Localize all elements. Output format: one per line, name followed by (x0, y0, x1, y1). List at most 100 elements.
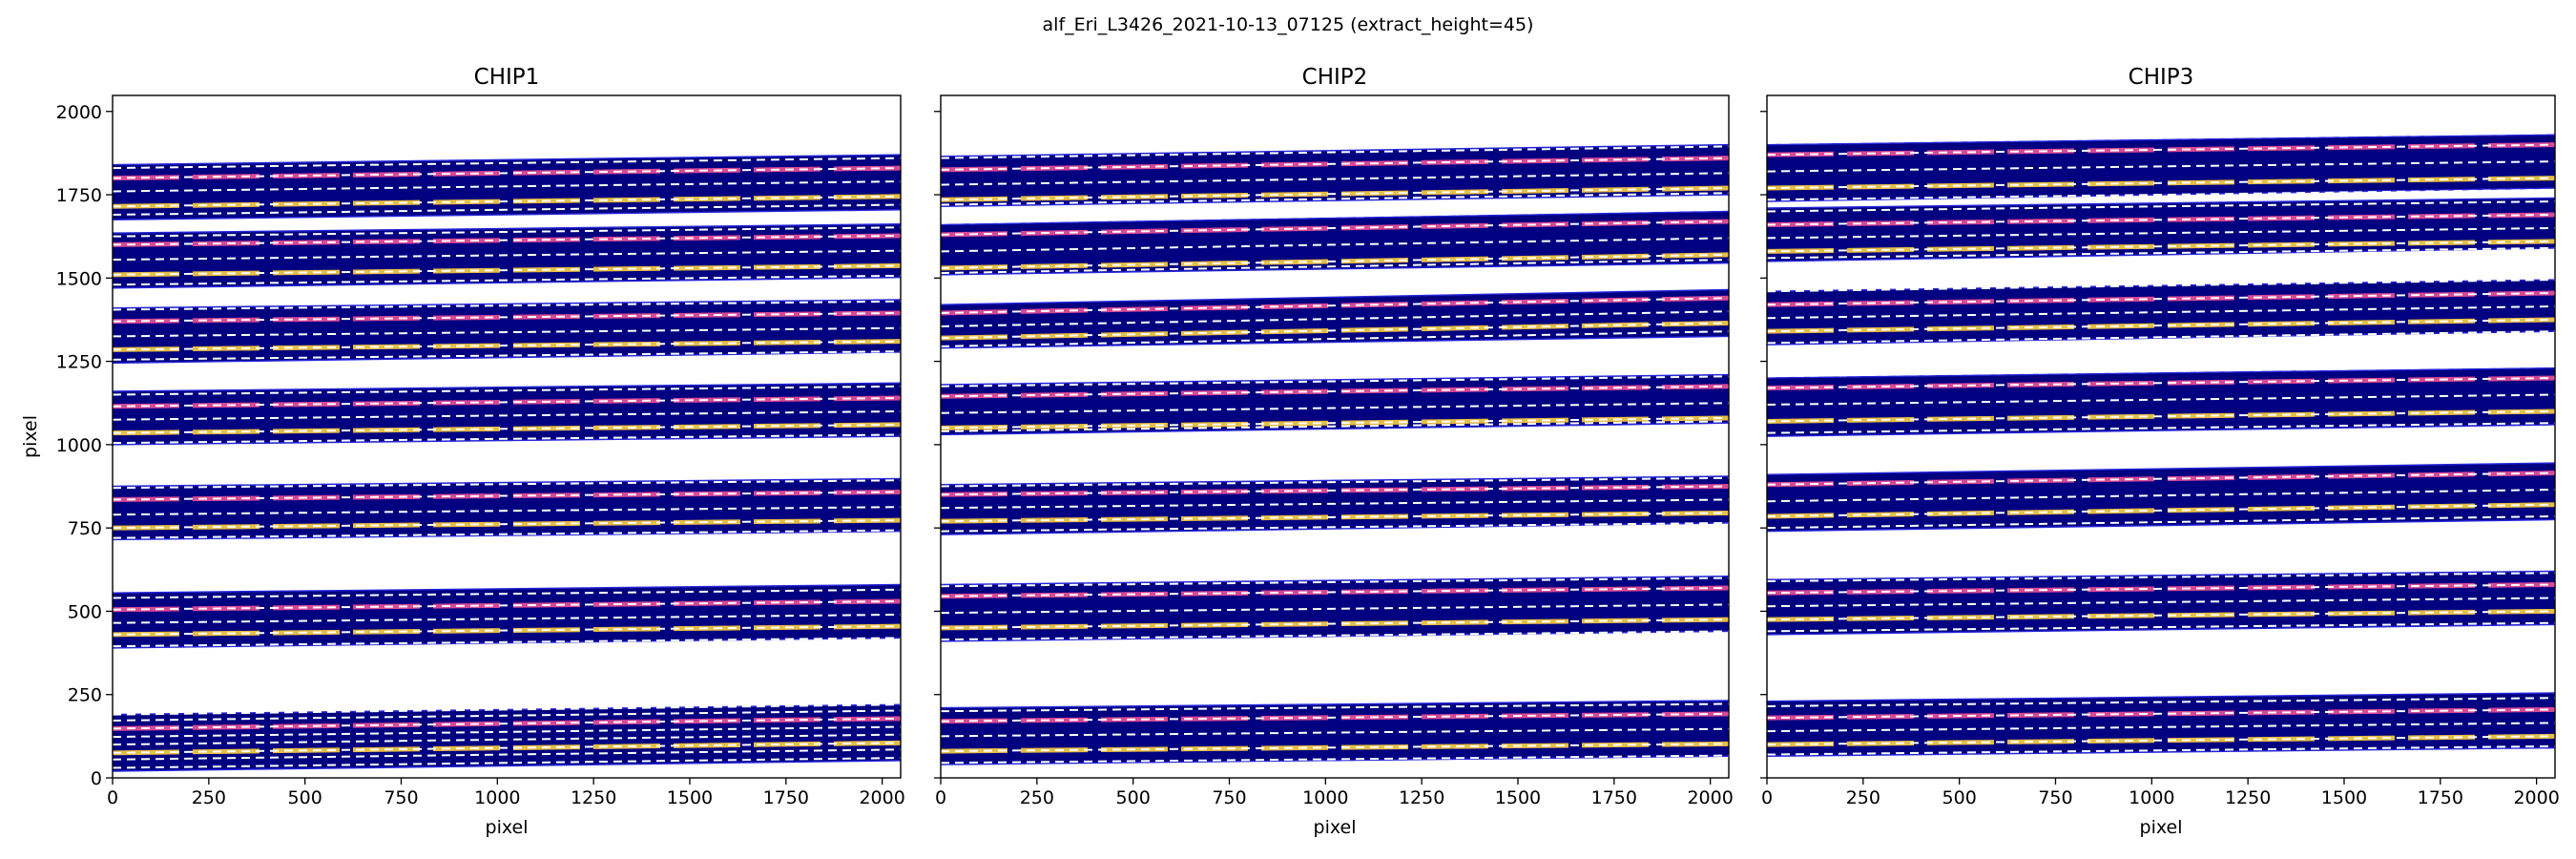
x-tick-label: 0 (107, 787, 118, 808)
extraction-guide-line (113, 529, 901, 539)
chip-panel-1: CHIP1 0 250 500 750 1000 1250 1500 1750 2000 pixel… (20, 65, 905, 838)
extraction-guide-line (113, 519, 901, 530)
order-lower-edge (941, 335, 1729, 349)
extraction-guide-line (941, 576, 1729, 588)
extraction-guide-line (1767, 583, 2555, 595)
x-tick-label: 1250 (2225, 787, 2271, 808)
extraction-guide-line (941, 220, 1729, 236)
extraction-guide-line (941, 322, 1729, 340)
extraction-guide-line (113, 742, 901, 754)
order-3 (1767, 458, 2555, 533)
x-axis-label: pixel (486, 817, 529, 838)
x-tick-label: 0 (1761, 787, 1773, 808)
plot-area (113, 154, 901, 772)
extraction-guide-line (113, 433, 901, 445)
extraction-guide-line (941, 618, 1729, 629)
x-tick-label: 1750 (2418, 787, 2463, 808)
order-6 (941, 208, 1729, 276)
extraction-guide-line (113, 340, 901, 351)
x-tick-label: 1000 (2129, 787, 2174, 808)
order-lower-edge (113, 276, 901, 289)
order-band (113, 383, 901, 445)
extraction-guide-line (113, 748, 901, 761)
extraction-guide-line (1767, 722, 2555, 733)
order-5 (1767, 279, 2555, 346)
extraction-guide-line (941, 420, 1729, 432)
x-tick-label: 500 (1116, 787, 1151, 808)
extraction-guide-line (941, 259, 1729, 275)
x-tick-label: 2000 (1687, 787, 1733, 808)
extraction-guide-line (113, 397, 901, 408)
order-upper-edge (113, 223, 901, 234)
extraction-guide-line (1767, 422, 2555, 434)
panel-title: CHIP3 (2129, 65, 2194, 90)
extraction-guide-line (1767, 279, 2555, 293)
order-lower-edge (1767, 518, 2555, 533)
extraction-guide-line (941, 375, 1729, 388)
panel-title: CHIP1 (474, 65, 540, 90)
y-tick-label: 250 (68, 685, 102, 706)
x-tick-label: 1500 (1495, 787, 1541, 808)
extraction-guide-line (1767, 365, 2555, 378)
extraction-guide-line (1767, 708, 2555, 720)
extraction-guide-line (1767, 188, 2555, 201)
order-lower-edge (1767, 623, 2555, 636)
order-5 (113, 299, 901, 365)
extraction-guide-line (1767, 160, 2555, 173)
extraction-guide-line (113, 625, 901, 636)
y-tick-label: 750 (68, 518, 102, 539)
x-tick-label: 2000 (2513, 787, 2559, 808)
extraction-guide-line (113, 717, 901, 730)
extraction-guide-line (1767, 597, 2555, 608)
order-4 (1767, 365, 2555, 437)
extraction-guide-line (113, 300, 901, 311)
extraction-guide-line (941, 187, 1729, 201)
extraction-guide-line (1767, 292, 2555, 306)
order-upper-edge (1767, 692, 2555, 702)
order-upper-edge (1767, 197, 2555, 209)
extraction-guide-line (941, 297, 1729, 314)
y-tick-label: 1750 (56, 185, 102, 206)
x-tick-label: 1250 (1399, 787, 1444, 808)
order-upper-edge (113, 477, 901, 488)
extraction-guide-line (941, 416, 1729, 430)
extraction-guide-line (113, 311, 901, 323)
extraction-guide-line (941, 402, 1729, 414)
extraction-guide-line (941, 285, 1729, 303)
x-tick-label: 1000 (1302, 787, 1348, 808)
order-lower-edge (113, 530, 901, 541)
panel-title: CHIP2 (1302, 65, 1368, 90)
order-4 (941, 373, 1729, 436)
order-3 (113, 477, 901, 541)
x-tick-label: 0 (935, 787, 946, 808)
extraction-guide-line (1767, 226, 2555, 240)
x-tick-label: 1750 (1591, 787, 1637, 808)
order-lower-edge (113, 435, 901, 446)
extraction-guide-line (1767, 318, 2555, 333)
extraction-guide-line (113, 274, 901, 286)
extraction-guide-line (941, 385, 1729, 398)
order-1 (941, 700, 1729, 765)
extraction-guide-line (941, 512, 1729, 523)
extraction-guide-line (1767, 489, 2555, 503)
order-lower-edge (113, 208, 901, 220)
order-lower-edge (941, 194, 1729, 208)
extraction-guide-line (1767, 177, 2555, 190)
x-tick-label: 1250 (571, 787, 616, 808)
order-upper-edge (113, 583, 901, 594)
order-3 (941, 475, 1729, 535)
order-lower-edge (941, 422, 1729, 436)
order-lower-edge (1767, 746, 2555, 758)
extraction-guide-line (113, 709, 901, 722)
extraction-guide-line (1767, 697, 2555, 707)
extraction-guide-line (113, 479, 901, 490)
order-upper-edge (941, 576, 1729, 586)
order-2 (113, 583, 901, 649)
order-upper-edge (941, 373, 1729, 386)
extraction-guide-line (113, 350, 901, 361)
x-axis-label: pixel (1314, 817, 1357, 838)
extraction-guide-line (941, 237, 1729, 253)
x-tick-label: 250 (1846, 787, 1880, 808)
extraction-guide-line (1767, 240, 2555, 253)
